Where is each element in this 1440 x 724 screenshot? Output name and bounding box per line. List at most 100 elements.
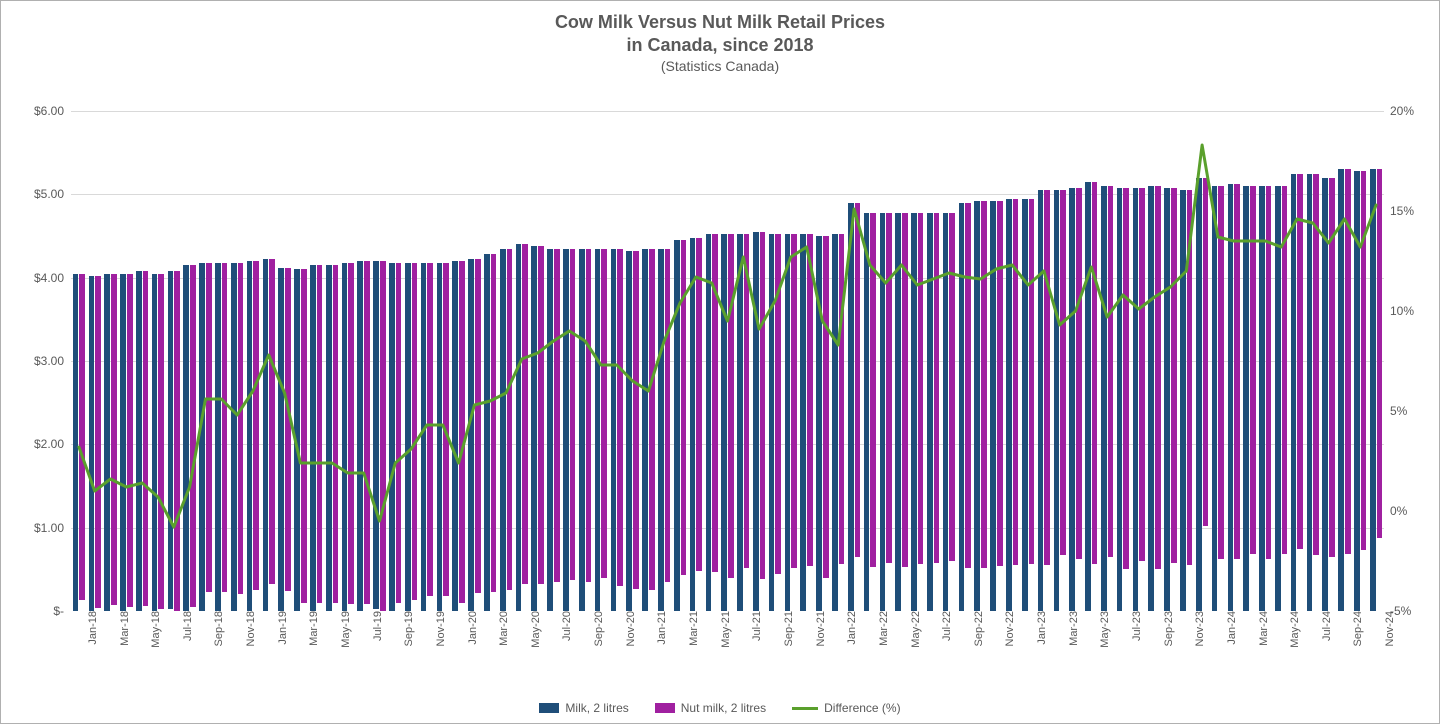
- bar-group: [1180, 190, 1192, 611]
- bar-milk: [547, 249, 553, 612]
- bar-nutmilk: [902, 213, 908, 567]
- bar-milk: [357, 261, 363, 611]
- bar-milk: [484, 254, 490, 611]
- bar-group: [642, 249, 654, 612]
- bar-group: [974, 201, 986, 611]
- bar-milk: [1228, 184, 1234, 611]
- y2-tick-label: 10%: [1390, 304, 1426, 318]
- bar-nutmilk: [1218, 186, 1224, 559]
- bar-nutmilk: [443, 263, 449, 596]
- bar-group: [864, 213, 876, 611]
- bar-nutmilk: [728, 234, 734, 577]
- bar-group: [895, 213, 907, 611]
- bar-nutmilk: [412, 263, 418, 601]
- bar-nutmilk: [111, 274, 117, 606]
- bar-milk: [389, 263, 395, 611]
- bar-nutmilk: [301, 269, 307, 602]
- bar-milk: [326, 265, 332, 611]
- bar-group: [1354, 171, 1366, 611]
- y1-tick-label: $4.00: [16, 271, 64, 285]
- bar-group: [484, 254, 496, 611]
- bar-milk: [769, 234, 775, 611]
- x-tick-label: May-19: [336, 611, 352, 648]
- bar-milk: [579, 249, 585, 612]
- bar-milk: [1196, 178, 1202, 611]
- bar-group: [531, 246, 543, 611]
- bar-group: [136, 271, 148, 611]
- bar-milk: [500, 249, 506, 612]
- bar-milk: [658, 249, 664, 612]
- bar-milk: [516, 244, 522, 611]
- bar-milk: [263, 259, 269, 611]
- bar-milk: [215, 263, 221, 611]
- bar-group: [357, 261, 369, 611]
- bar-milk: [611, 249, 617, 612]
- bar-milk: [247, 261, 253, 611]
- bar-group: [405, 263, 417, 611]
- bar-nutmilk: [285, 268, 291, 591]
- bar-group: [547, 249, 559, 612]
- x-tick-label: May-24: [1285, 611, 1301, 648]
- x-tick-label: Nov-18: [241, 611, 257, 646]
- bar-group: [674, 240, 686, 611]
- bar-nutmilk: [1044, 190, 1050, 565]
- bar-nutmilk: [127, 274, 133, 607]
- bar-milk: [373, 261, 379, 609]
- bar-group: [120, 274, 132, 612]
- x-tick-label: Mar-19: [304, 611, 320, 646]
- bar-milk: [199, 263, 205, 611]
- bar-milk: [848, 203, 854, 611]
- bar-group: [516, 244, 528, 611]
- x-tick-label: Jul-22: [937, 611, 953, 641]
- bar-group: [73, 274, 85, 612]
- bar-nutmilk: [823, 236, 829, 578]
- bar-milk: [927, 213, 933, 611]
- bar-milk: [136, 271, 142, 611]
- bar-nutmilk: [1013, 199, 1019, 566]
- bar-milk: [1275, 186, 1281, 611]
- bar-nutmilk: [507, 249, 513, 591]
- bar-nutmilk: [522, 244, 528, 584]
- bar-nutmilk: [364, 261, 370, 604]
- bar-group: [721, 234, 733, 611]
- bar-milk: [816, 236, 822, 611]
- bar-milk: [104, 274, 110, 612]
- bar-milk: [690, 238, 696, 611]
- bar-group: [199, 263, 211, 611]
- bar-nutmilk: [712, 234, 718, 572]
- bar-nutmilk: [459, 261, 465, 603]
- x-tick-label: Sep-24: [1348, 611, 1364, 646]
- bar-group: [595, 249, 607, 612]
- x-tick-label: May-22: [906, 611, 922, 648]
- y2-tick-label: 20%: [1390, 104, 1426, 118]
- bar-nutmilk: [997, 201, 1003, 566]
- bar-milk: [468, 259, 474, 611]
- bar-milk: [785, 234, 791, 611]
- bar-nutmilk: [1266, 186, 1272, 559]
- bar-milk: [120, 274, 126, 612]
- bar-milk: [310, 265, 316, 611]
- bar-nutmilk: [681, 240, 687, 575]
- bar-nutmilk: [775, 234, 781, 574]
- x-tick-label: May-20: [526, 611, 542, 648]
- bar-nutmilk: [206, 263, 212, 592]
- bar-group: [1148, 186, 1160, 611]
- bar-group: [500, 249, 512, 612]
- bar-group: [769, 234, 781, 611]
- y1-tick-label: $1.00: [16, 521, 64, 535]
- bar-milk: [1370, 169, 1376, 611]
- x-tick-label: May-21: [716, 611, 732, 648]
- x-tick-label: Jan-18: [83, 611, 99, 645]
- bar-milk: [405, 263, 411, 611]
- bar-group: [690, 238, 702, 611]
- bar-nutmilk: [158, 274, 164, 609]
- x-tick-label: Mar-24: [1254, 611, 1270, 646]
- x-tick-label: Sep-18: [209, 611, 225, 646]
- bar-group: [1054, 190, 1066, 611]
- chart-title-block: Cow Milk Versus Nut Milk Retail Prices i…: [1, 1, 1439, 74]
- bar-nutmilk: [981, 201, 987, 568]
- bar-nutmilk: [1029, 199, 1035, 564]
- bar-nutmilk: [269, 259, 275, 584]
- bar-nutmilk: [601, 249, 607, 578]
- x-tick-label: May-23: [1095, 611, 1111, 648]
